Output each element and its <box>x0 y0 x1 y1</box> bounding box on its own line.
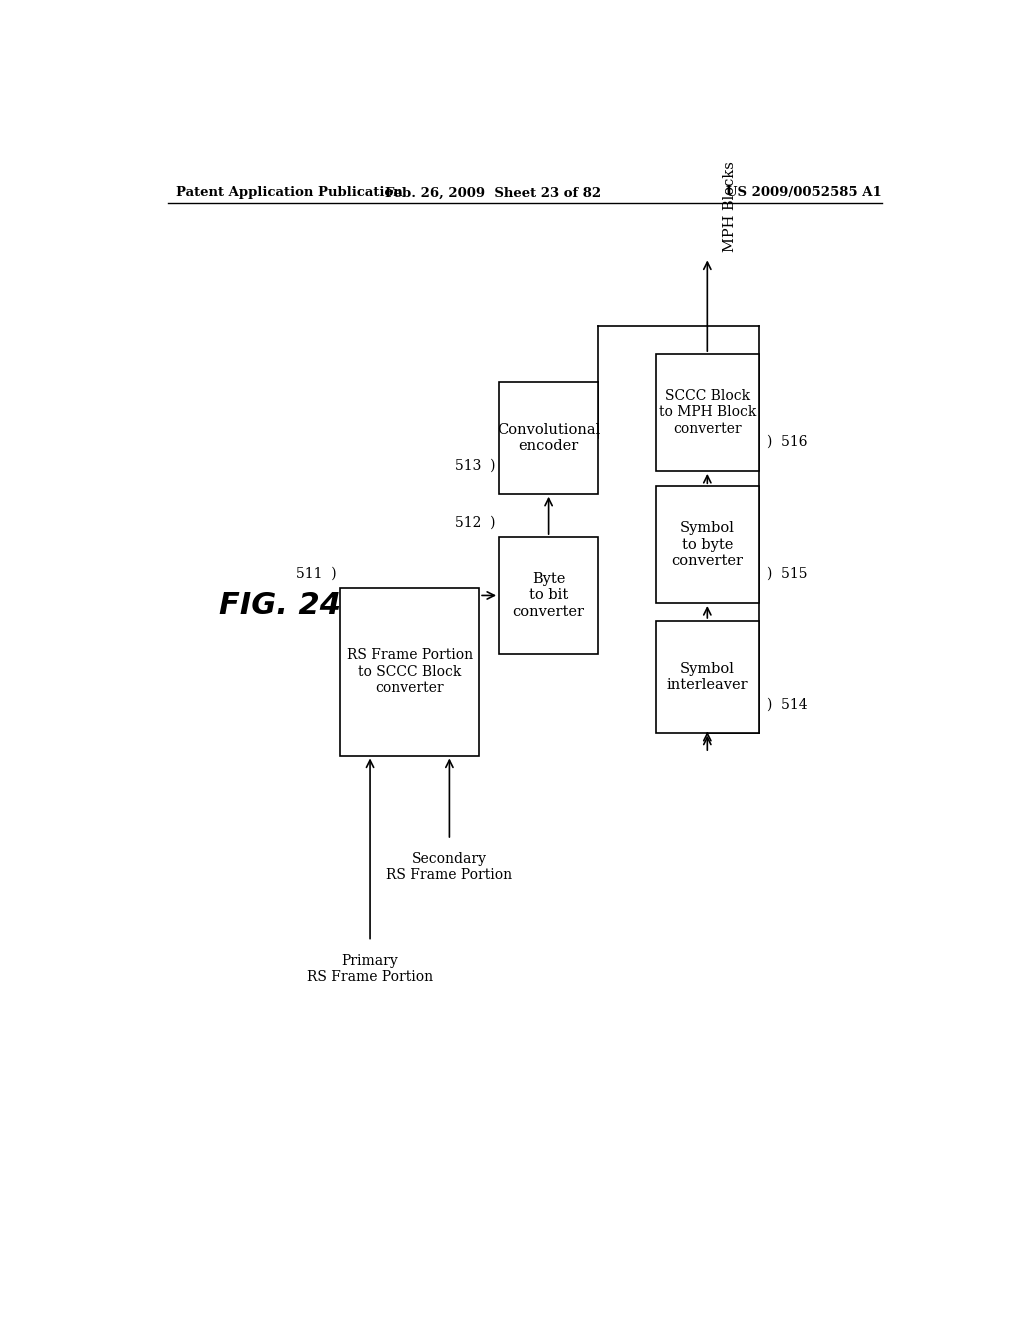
Text: MPH Blocks: MPH Blocks <box>723 161 737 252</box>
Text: Convolutional
encoder: Convolutional encoder <box>497 422 600 453</box>
Bar <box>655 620 759 733</box>
Text: Symbol
to byte
converter: Symbol to byte converter <box>672 521 743 568</box>
Bar <box>340 587 479 755</box>
Bar <box>499 537 598 653</box>
Text: 513  ): 513 ) <box>455 459 495 473</box>
Text: Byte
to bit
converter: Byte to bit converter <box>513 573 585 619</box>
Text: 511  ): 511 ) <box>296 566 336 581</box>
Text: )  515: ) 515 <box>767 566 807 581</box>
Text: FIG. 24: FIG. 24 <box>219 591 341 620</box>
Bar <box>655 354 759 471</box>
Text: Secondary
RS Frame Portion: Secondary RS Frame Portion <box>386 853 512 882</box>
Text: )  516: ) 516 <box>767 434 807 449</box>
Text: 512  ): 512 ) <box>455 516 495 529</box>
Text: RS Frame Portion
to SCCC Block
converter: RS Frame Portion to SCCC Block converter <box>347 648 473 694</box>
Text: Feb. 26, 2009  Sheet 23 of 82: Feb. 26, 2009 Sheet 23 of 82 <box>385 186 601 199</box>
Text: US 2009/0052585 A1: US 2009/0052585 A1 <box>726 186 882 199</box>
Text: Primary
RS Frame Portion: Primary RS Frame Portion <box>307 954 433 983</box>
Bar <box>655 486 759 603</box>
Text: )  514: ) 514 <box>767 698 808 711</box>
Text: SCCC Block
to MPH Block
converter: SCCC Block to MPH Block converter <box>658 389 756 436</box>
Text: Symbol
interleaver: Symbol interleaver <box>667 661 749 692</box>
Text: Patent Application Publication: Patent Application Publication <box>176 186 402 199</box>
Bar <box>499 381 598 494</box>
